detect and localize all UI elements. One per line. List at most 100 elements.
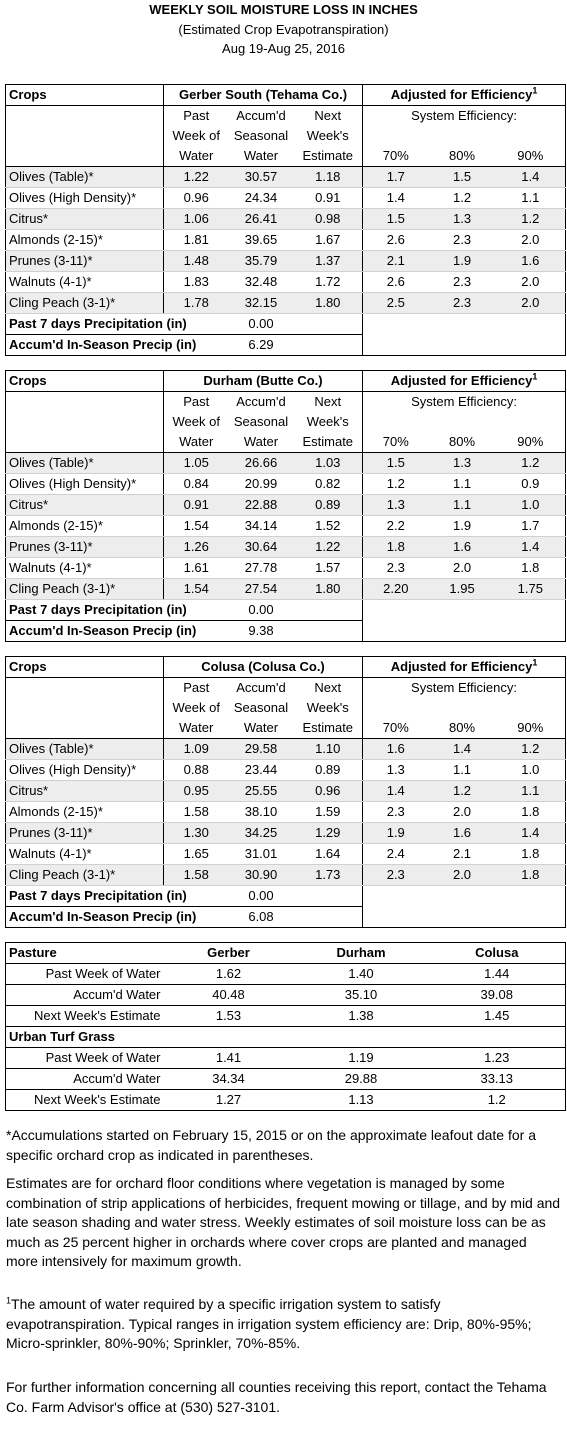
value: 38.10 [228, 801, 294, 823]
value: 1.53 [163, 1005, 294, 1027]
crop-row: Almonds (2-15)* 1.54 34.14 1.52 2.2 1.9 1.7 [5, 515, 566, 537]
value: 2.5 [362, 292, 429, 314]
crop-row: Citrus* 0.95 25.55 0.96 1.4 1.2 1.1 [5, 780, 566, 802]
adjusted-text: Adjusted for Efficiency [390, 373, 533, 388]
crops-label: Crops [9, 373, 47, 388]
value: 0.89 [293, 759, 363, 781]
value: 1.30 [163, 822, 229, 844]
precip-row: Past 7 days Precipitation (in) 0.00 [5, 313, 566, 356]
value: 32.15 [228, 292, 294, 314]
adjusted-label: Adjusted for Efficiency1 [362, 656, 566, 678]
value: 1.18 [293, 166, 363, 188]
value: 0.96 [293, 780, 363, 802]
value: 2.6 [362, 229, 429, 251]
subheader-row: Past Accum'd Next System Efficiency: [5, 391, 566, 453]
row-label: Accum'd Water [5, 1068, 164, 1090]
crop-name: Walnuts (4-1)* [5, 557, 164, 579]
value: 2.0 [495, 271, 566, 293]
value: 2.3 [362, 557, 429, 579]
column-header: Estimate [302, 434, 354, 449]
column-header: Past [163, 105, 229, 126]
column-header: Past [163, 677, 229, 698]
value: 1.64 [293, 843, 363, 865]
value: 31.01 [228, 843, 294, 865]
value: 1.6 [428, 536, 496, 558]
value: 1.4 [362, 187, 429, 209]
note-mark: 1 [532, 371, 538, 382]
pasture-row: Accum'd Water 40.48 35.10 39.08 [5, 984, 566, 1006]
value: 1.48 [163, 250, 229, 272]
station-name: Durham (Butte Co.) [162, 370, 363, 392]
value: 1.4 [495, 536, 566, 558]
value: 1.44 [428, 963, 566, 985]
column-header: Water [163, 432, 229, 453]
value: 2.2 [362, 515, 429, 537]
subtitle: (Estimated Crop Evapotranspiration) [178, 22, 389, 37]
column-header: Water [163, 718, 229, 739]
value: 1.54 [163, 578, 229, 600]
crop-row: Citrus* 0.91 22.88 0.89 1.3 1.1 1.0 [5, 494, 566, 516]
column-header: Seasonal [233, 128, 289, 143]
precip-label: Accum'd In-Season Precip (in) [5, 906, 229, 928]
value: 1.10 [293, 738, 363, 760]
value: 0.88 [163, 759, 229, 781]
value: 1.7 [362, 166, 429, 188]
station-table: Crops Durham (Butte Co.) Adjusted for Effi… [5, 370, 567, 642]
crop-row: Walnuts (4-1)* 1.61 27.78 1.57 2.3 2.0 1.8 [5, 557, 566, 579]
precip-label: Accum'd In-Season Precip (in) [5, 334, 229, 356]
crop-name: Olives (Table)* [5, 452, 164, 474]
value: 1.5 [362, 208, 429, 230]
value: 1.2 [495, 738, 566, 760]
value: 25.55 [228, 780, 294, 802]
precip-row: Accum'd In-Season Precip (in) 9.38 [5, 620, 566, 642]
crop-name: Almonds (2-15)* [5, 229, 164, 251]
value: 1.54 [163, 515, 229, 537]
blank [362, 599, 566, 642]
turf-header: Urban Turf Grass [5, 1026, 566, 1048]
pasture-row: Next Week's Estimate 1.53 1.38 1.45 [5, 1005, 566, 1027]
value: 34.25 [228, 822, 294, 844]
crop-name: Cling Peach (3-1)* [5, 292, 164, 314]
value: 23.44 [228, 759, 294, 781]
value: 1.6 [362, 738, 429, 760]
footnote-text: The amount of water required by a specif… [6, 1296, 532, 1351]
value: 1.9 [428, 515, 496, 537]
value: 40.48 [163, 984, 294, 1006]
crop-row: Prunes (3-11)* 1.30 34.25 1.29 1.9 1.6 1.4 [5, 822, 566, 844]
column-header: Seasonal [233, 700, 289, 715]
value: 1.81 [163, 229, 229, 251]
row-label: Past Week of Water [5, 1047, 164, 1069]
value: 2.3 [362, 864, 429, 886]
precip-value: 9.38 [228, 620, 294, 642]
value: 30.64 [228, 536, 294, 558]
crop-row: Cling Peach (3-1)* 1.78 32.15 1.80 2.5 2.3 2.0 [5, 292, 566, 314]
column-header: Week's [306, 700, 349, 715]
value: 39.65 [228, 229, 294, 251]
value: 34.34 [163, 1068, 294, 1090]
precip-value: 0.00 [228, 885, 294, 907]
value: 1.41 [163, 1047, 294, 1069]
crop-row: Olives (Table)* 1.22 30.57 1.18 1.7 1.5 1.4 [5, 166, 566, 188]
crop-row: Citrus* 1.06 26.41 0.98 1.5 1.3 1.2 [5, 208, 566, 230]
column-header: Accum'd [228, 105, 294, 126]
value: 1.40 [293, 963, 429, 985]
header-row: Crops Colusa (Colusa Co.) Adjusted for Eff… [6, 656, 566, 678]
crop-name: Cling Peach (3-1)* [5, 578, 164, 600]
value: 2.4 [362, 843, 429, 865]
value: 1.80 [293, 578, 363, 600]
title: WEEKLY SOIL MOISTURE LOSS IN INCHES [149, 2, 418, 17]
value: 1.72 [293, 271, 363, 293]
value: 1.7 [495, 515, 566, 537]
value: 1.06 [163, 208, 229, 230]
crops-label: Crops [9, 87, 47, 102]
column-header: Week of [163, 698, 229, 718]
crop-name: Prunes (3-11)* [5, 250, 164, 272]
value: 1.1 [428, 494, 496, 516]
value: 2.20 [362, 578, 429, 600]
pasture-label: Pasture [9, 945, 57, 960]
value: 1.22 [163, 166, 229, 188]
value: 1.03 [293, 452, 363, 474]
adjusted-label: Adjusted for Efficiency1 [362, 370, 566, 392]
value: 1.19 [293, 1047, 429, 1069]
value: 1.26 [163, 536, 229, 558]
